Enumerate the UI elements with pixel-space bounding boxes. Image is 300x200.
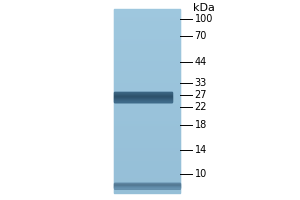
Text: 10: 10 bbox=[195, 169, 207, 179]
Text: 70: 70 bbox=[195, 31, 207, 41]
Text: 100: 100 bbox=[195, 14, 213, 24]
Text: 22: 22 bbox=[195, 102, 207, 112]
Text: 27: 27 bbox=[195, 90, 207, 100]
Text: 44: 44 bbox=[195, 57, 207, 67]
Text: 14: 14 bbox=[195, 145, 207, 155]
Text: kDa: kDa bbox=[193, 3, 215, 13]
Text: 33: 33 bbox=[195, 78, 207, 88]
Text: 18: 18 bbox=[195, 120, 207, 130]
